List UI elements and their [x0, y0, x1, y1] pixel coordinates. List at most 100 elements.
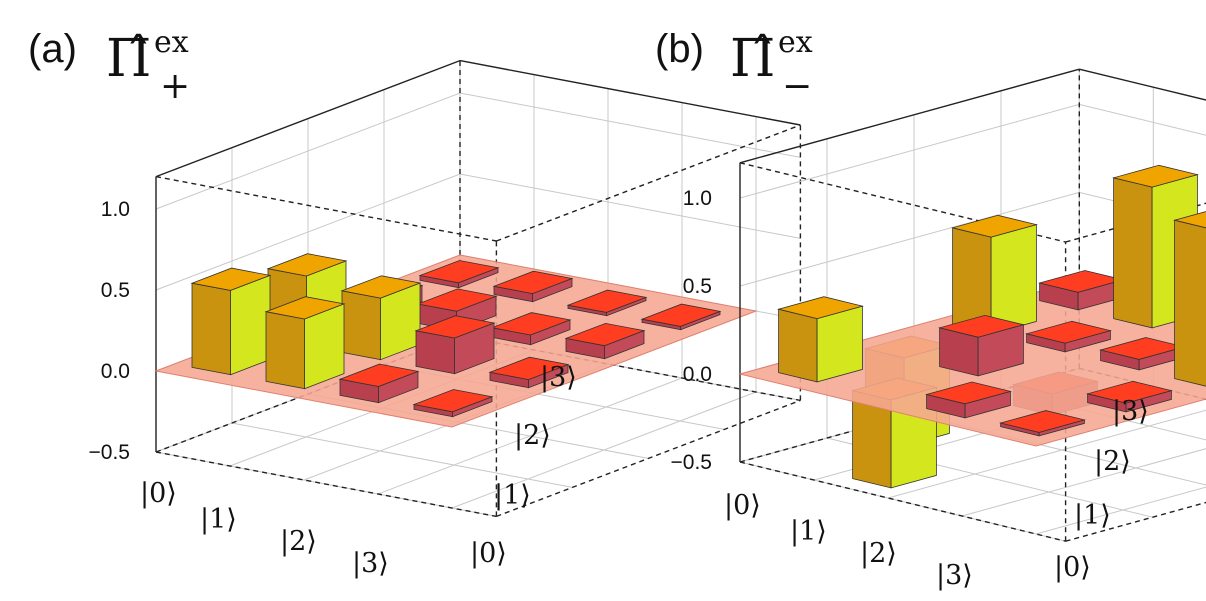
bar-3-0 [999, 410, 1086, 437]
bar-3-2 [1173, 211, 1206, 387]
bar-side-face [816, 305, 863, 383]
bounding-box-edge [739, 461, 1066, 542]
bar-1-0 [264, 296, 346, 390]
col-axis-label: |2⟩ [1094, 446, 1131, 477]
bar-top-face [418, 260, 500, 284]
panel-a-header: (a) Π̂ ex + [28, 25, 190, 107]
bar-top-face [777, 296, 864, 320]
bar-front-face [191, 282, 231, 376]
bar-top-face [338, 363, 420, 387]
bounding-box-edge [1065, 501, 1206, 542]
floor-grid-line [887, 409, 1206, 499]
bounding-box-edge [459, 59, 801, 126]
bar-1-3 [492, 270, 574, 303]
bar-top-face [925, 381, 1012, 405]
row-axis-label: |3⟩ [352, 548, 389, 579]
panel-a-label: (a) [28, 27, 77, 71]
bar-2-3 [566, 289, 648, 317]
chart-panel-a: 1.0 0.5 0.0 −0.5 |0⟩ |1⟩ |2⟩ |3⟩ |0⟩ |1⟩ |2⟩ |3⟩ [89, 59, 802, 579]
bar-top-face [190, 267, 272, 291]
bar-1-1 [938, 314, 1025, 377]
col-axis-label: |1⟩ [1074, 500, 1111, 531]
bar-top-face [951, 214, 1038, 238]
row-axis-label: |1⟩ [790, 516, 827, 547]
panel-a-subscript: + [160, 66, 190, 107]
bar-0-3 [418, 260, 500, 289]
bar-top-face [640, 303, 722, 327]
z-tick-label: 0.5 [101, 279, 130, 302]
bar-top-face [412, 389, 494, 413]
bar-3-3 [640, 303, 722, 331]
bar-0-3 [1038, 270, 1125, 311]
z-tick-label: 1.0 [683, 187, 712, 210]
bar-top-face [1112, 164, 1199, 188]
bounding-box-edge [155, 175, 497, 242]
bar-front-face [341, 290, 381, 361]
bar-top-face [416, 288, 498, 312]
bounding-box-edge [1079, 68, 1206, 101]
bar-front-face [1113, 177, 1153, 329]
col-axis-label: |2⟩ [514, 420, 551, 451]
bar-3-1 [488, 356, 570, 389]
row-axis-label: |2⟩ [280, 526, 317, 557]
row-axis-label: |3⟩ [936, 560, 973, 591]
col-axis-label: |3⟩ [540, 362, 577, 393]
z-tick-label: 0.0 [101, 360, 130, 383]
bar-top-face [266, 253, 348, 277]
bounding-box-edge [496, 124, 801, 242]
bounding-box-edge [155, 451, 497, 518]
bar-1-2 [1025, 320, 1112, 353]
row-axis-label: |1⟩ [200, 504, 237, 535]
row-axis-label: |2⟩ [860, 538, 897, 569]
chart-panel-b: 1.0 0.5 0.0 −0.5 |0⟩ |1⟩ |2⟩ |3⟩ |0⟩ |1⟩ |2⟩ |3⟩ [671, 68, 1206, 591]
panel-b-header: (b) Π̂ ex − [655, 25, 813, 107]
panel-a-symbol: Π̂ [106, 29, 151, 89]
panel-b-superscript: ex [778, 25, 813, 60]
bar-top-face [938, 314, 1025, 338]
col-axis-label: |1⟩ [494, 480, 531, 511]
bar-3-0 [412, 389, 494, 418]
bar-0-2 [951, 214, 1038, 335]
bar-front-face [265, 311, 305, 390]
bar-0-0 [190, 267, 272, 376]
bar-top-face [340, 275, 422, 299]
bar-top-face [414, 315, 496, 339]
bar-top-face [264, 296, 346, 320]
z-tick-label: −0.5 [671, 451, 712, 474]
bar-2-0 [338, 363, 420, 404]
bounding-box-edge [496, 399, 801, 518]
row-axis-label: |0⟩ [140, 478, 177, 509]
bar-1-1 [340, 275, 422, 361]
bounding-box-edge [155, 59, 461, 178]
bounding-box-edge [739, 68, 1080, 164]
bar-3-2 [564, 322, 646, 360]
bar-top-face [1025, 320, 1112, 344]
floor-grid-line [231, 422, 573, 488]
bar-front-face [778, 308, 818, 383]
row-axis-label: |0⟩ [724, 490, 761, 521]
col-axis-label: |0⟩ [1054, 552, 1091, 583]
panel-b-symbol: Π̂ [730, 29, 775, 89]
bar-top-face [564, 322, 646, 347]
bar-top-face [488, 356, 570, 381]
z-tick-label: 0.0 [683, 363, 712, 386]
panel-a-superscript: ex [154, 25, 189, 60]
bar-0-0 [777, 296, 864, 383]
bar-2-2 [490, 312, 572, 346]
panel-b-subscript: − [782, 66, 812, 107]
z-tick-label: −0.5 [89, 441, 130, 464]
bar-top-face [566, 289, 648, 313]
panel-b-label: (b) [655, 27, 704, 71]
bar-top-face [492, 270, 574, 295]
bar-top-face [1173, 211, 1206, 229]
bar-2-2 [1099, 337, 1186, 371]
bar-top-face [999, 410, 1086, 433]
bar-top-face [490, 312, 572, 336]
bar-front-face [1174, 219, 1206, 387]
bar-2-1 [414, 315, 496, 375]
col-axis-label: |0⟩ [470, 538, 507, 569]
bar-top-face [1086, 380, 1173, 404]
bar-side-face [990, 224, 1037, 335]
col-axis-label: |3⟩ [1112, 396, 1149, 427]
